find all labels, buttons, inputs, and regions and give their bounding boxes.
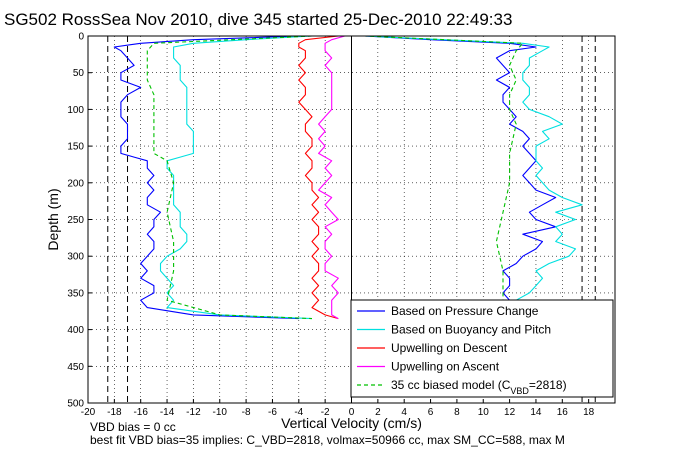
x-tick-label: -10 (213, 407, 228, 418)
series-line-ascent (364, 35, 557, 320)
series-line-descent (113, 35, 299, 320)
y-tick-label: 200 (67, 178, 84, 189)
x-tick-label: -18 (107, 407, 122, 418)
x-tick-label: -16 (133, 407, 148, 418)
series-line-descent (146, 35, 313, 320)
series-line-profile (298, 35, 339, 320)
x-tick-label: -6 (268, 407, 277, 418)
series-line-profile (318, 35, 346, 320)
x-tick-label: -12 (186, 407, 201, 418)
x-tick-label: -2 (321, 407, 330, 418)
x-tick-label: 10 (478, 407, 490, 418)
x-tick-label: 0 (349, 407, 355, 418)
legend-box (350, 299, 614, 398)
y-tick-label: 100 (67, 105, 84, 116)
series-line-descent (159, 35, 313, 320)
legend-label: Upwelling on Ascent (391, 360, 500, 374)
x-tick-label: 8 (454, 407, 460, 418)
x-tick-label: -4 (294, 407, 303, 418)
x-tick-label: 16 (557, 407, 569, 418)
y-axis-label: Depth (m) (45, 188, 61, 250)
axes: -20 -18 -16 -14 -12 -10 -8 -6 -4 -2 0 2 4 6 8 10 12 14 16 1… (67, 32, 616, 418)
y-tick-label: 250 (67, 215, 84, 226)
series-line-ascent (364, 35, 524, 320)
x-axis-label: Vertical Velocity (cm/s) (281, 415, 422, 431)
legend-label: Based on Pressure Change (391, 304, 539, 318)
y-tick-label: 0 (78, 32, 84, 43)
series-line-ascent (364, 35, 583, 320)
y-tick-label: 350 (67, 288, 84, 299)
y-tick-label: 300 (67, 252, 84, 263)
x-tick-label: 12 (504, 407, 516, 418)
series-group (113, 35, 583, 320)
legend: Based on Pressure Change Based on Buoyanc… (350, 299, 614, 398)
x-tick-label: 2 (375, 407, 381, 418)
series-35-cc-biased-model-c-vbd-2818 (146, 35, 524, 320)
legend-label: Upwelling on Descent (391, 341, 508, 355)
legend-label: Based on Buoyancy and Pitch (391, 323, 551, 337)
series-based-on-buoyancy-and-pitch (159, 35, 583, 320)
y-tick-label: 400 (67, 325, 84, 336)
x-tick-label: 6 (428, 407, 434, 418)
y-tick-label: 500 (67, 399, 84, 410)
series-based-on-pressure-change (113, 35, 557, 320)
x-tick-label: 18 (583, 407, 595, 418)
x-tick-label: 14 (530, 407, 542, 418)
chart-title: SG502 RossSea Nov 2010, dive 345 started… (4, 10, 512, 29)
x-tick-label: -14 (160, 407, 175, 418)
x-tick-label: 4 (401, 407, 407, 418)
y-tick-label: 450 (67, 362, 84, 373)
series-upwelling-on-descent (298, 35, 339, 320)
y-tick-label: 150 (67, 142, 84, 153)
x-tick-label: -8 (242, 407, 251, 418)
y-tick-label: 50 (73, 68, 85, 79)
x-tick-label: -20 (81, 407, 96, 418)
best-fit-note: best fit VBD bias=35 implies: C_VBD=2818… (90, 433, 565, 447)
vbd-bias-note: VBD bias = 0 cc (90, 420, 176, 434)
series-upwelling-on-ascent (318, 35, 346, 320)
